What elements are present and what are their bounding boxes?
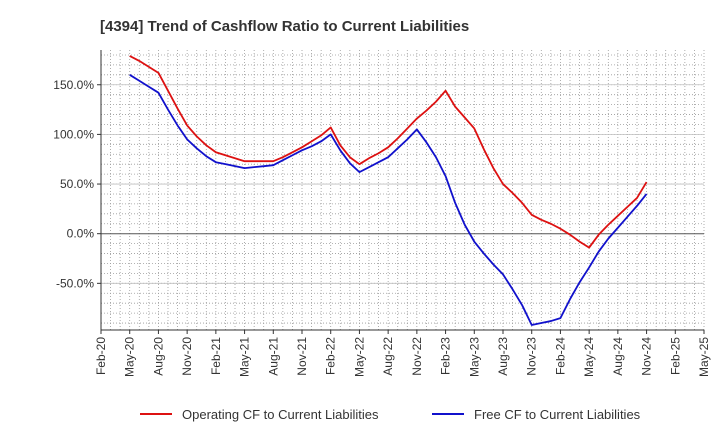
series-line-0 [129,55,648,249]
grid [100,50,705,330]
x-tick-label: May-21 [238,337,252,377]
x-tick-label: Aug-23 [496,337,510,376]
x-tick-label: May-25 [697,337,711,377]
legend-label-1: Free CF to Current Liabilities [474,407,641,422]
series-lines [129,55,648,326]
x-tick-label: Aug-20 [151,337,165,376]
y-tick-label: 100.0% [53,127,94,141]
x-tick-label: Feb-21 [209,337,223,375]
y-tick-label: 0.0% [67,227,95,241]
x-tick-label: Aug-24 [611,337,625,376]
chart-title: [4394] Trend of Cashflow Ratio to Curren… [100,18,469,35]
y-tick-label: 150.0% [53,78,94,92]
legend-label-0: Operating CF to Current Liabilities [182,407,379,422]
x-tick-label: Aug-22 [381,337,395,376]
y-tick-label: 50.0% [60,177,94,191]
legend: Operating CF to Current Liabilities Free … [140,407,641,422]
axes: 150.0% 100.0% 50.0% 0.0% -50.0% Feb-20 May-20 A… [53,50,711,377]
x-tick-label: Feb-22 [324,337,338,375]
series-line-1 [129,74,648,326]
x-tick-label: Aug-21 [266,337,280,376]
x-tick-label: Nov-20 [180,337,194,376]
x-tick-label: Nov-22 [410,337,424,376]
x-tick-label: Nov-23 [525,337,539,376]
x-tick-label: Feb-20 [94,337,108,375]
x-tick-label: Feb-24 [553,337,567,375]
y-tick-label: -50.0% [56,276,94,290]
x-tick-label: Nov-24 [640,337,654,376]
x-tick-label: May-24 [582,337,596,377]
x-tick-label: May-23 [467,337,481,377]
x-tick-label: May-22 [352,337,366,377]
x-tick-label: Feb-23 [439,337,453,375]
x-tick-label: Feb-25 [668,337,682,375]
x-tick-label: May-20 [123,337,137,377]
x-tick-label: Nov-21 [295,337,309,376]
